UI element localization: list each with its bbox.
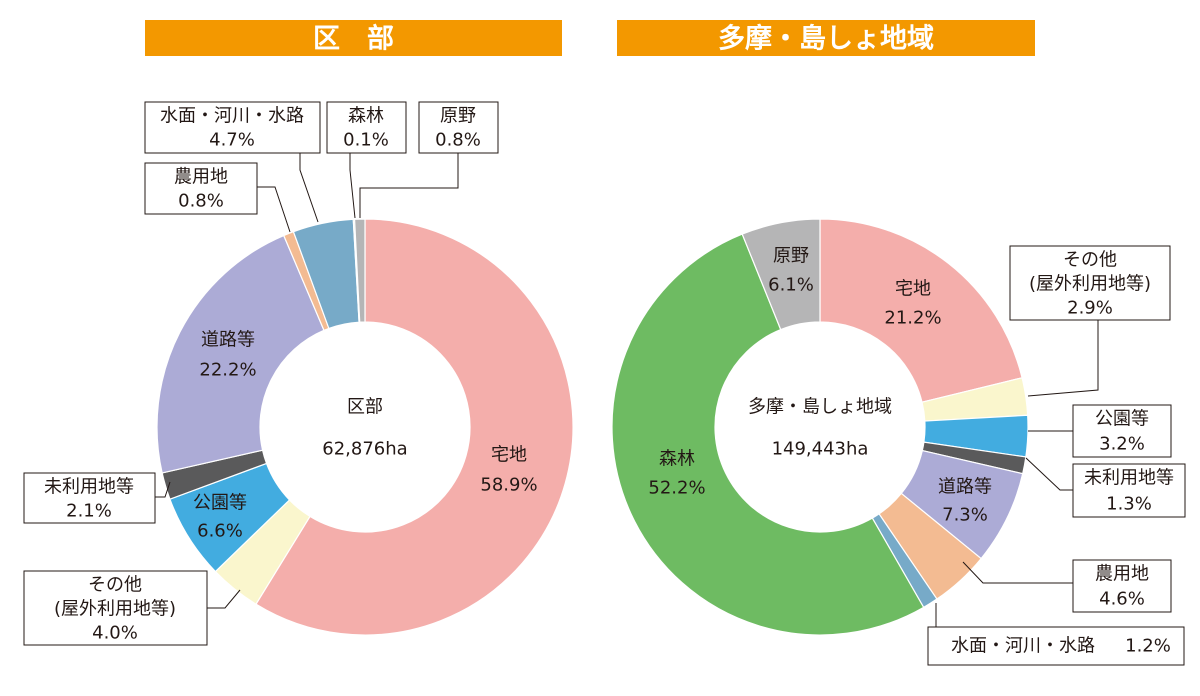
ku-leader-shinrin: [349, 153, 356, 219]
tama-label-shinrin-value: 52.2%: [648, 478, 705, 499]
ku-center-label: 区部: [347, 397, 383, 418]
ku-title-banner: [145, 20, 562, 56]
tama-callout-noyo: [1072, 559, 1172, 613]
tama-callout-miriyo: [1072, 463, 1186, 518]
ku-callout-shinrin-name: 森林: [348, 106, 384, 127]
tama-donut: [611, 218, 1029, 636]
ku-callout-suimen: [144, 101, 321, 154]
ku-callout-suimen-value: 4.7%: [209, 130, 255, 151]
ku-donut: [156, 218, 574, 636]
tama-label-doro-value: 7.3%: [942, 505, 988, 526]
tama-slice-shinrin: [611, 233, 925, 636]
ku-callout-sonota-sub: (屋外利用地等): [54, 599, 176, 620]
tama-callout-koen-name: 公園等: [1095, 409, 1149, 430]
ku-callout-sonota-value: 4.0%: [92, 623, 138, 644]
ku-callout-suimen-name: 水面・河川・水路: [160, 106, 304, 127]
ku-callout-genya-value: 0.8%: [435, 130, 481, 151]
tama-callout-sonota-value: 2.9%: [1067, 298, 1113, 319]
ku-callout-noyo-name: 農用地: [174, 167, 228, 188]
tama-callout-sonota-sub: (屋外利用地等): [1029, 274, 1151, 295]
tama-center-label: 多摩・島しょ地域: [748, 397, 892, 418]
tama-callout-noyo-value: 4.6%: [1099, 589, 1145, 610]
tama-leader-miriyo: [1025, 457, 1073, 491]
tama-callout-sonota: [1009, 245, 1171, 321]
tama-callout-suimen-value: 1.2%: [1125, 636, 1171, 657]
tama-callout-miriyo-name: 未利用地等: [1084, 468, 1174, 489]
ku-callout-shinrin: [326, 101, 407, 154]
tama-label-takuchi-name: 宅地: [895, 279, 931, 300]
ku-label-koen-name: 公園等: [193, 493, 247, 514]
tama-callout-noyo-name: 農用地: [1095, 564, 1149, 585]
ku-chart: 区 部 区部 62,876ha 宅地 58.9% 道路等 22.2% 公園等 6…: [23, 20, 574, 646]
tama-leader-sonota: [1027, 320, 1099, 397]
tama-label-takuchi-value: 21.2%: [884, 308, 941, 329]
ku-slice-takuchi: [255, 218, 574, 636]
ku-title: 区 部: [313, 23, 394, 55]
tama-leader-noyo: [962, 561, 1073, 584]
tama-title: 多摩・島しょ地域: [718, 23, 934, 55]
ku-callout-sonota-name: その他: [88, 575, 142, 596]
tama-center-value: 149,443ha: [772, 439, 869, 460]
tama-slice-takuchi: [819, 218, 1023, 403]
ku-label-doro-name: 道路等: [201, 330, 255, 351]
tama-title-banner: [617, 20, 1035, 56]
ku-leader-noyo: [257, 186, 291, 233]
ku-callout-shinrin-value: 0.1%: [343, 130, 389, 151]
ku-leader-genya: [359, 153, 459, 218]
tama-callout-suimen: [927, 626, 1185, 666]
tama-callout-koen: [1072, 404, 1172, 458]
ku-callout-miriyo-name: 未利用地等: [44, 477, 134, 498]
ku-leader-miriyo: [155, 481, 171, 498]
ku-callout-sonota: [23, 570, 208, 646]
ku-callout-genya-name: 原野: [440, 106, 476, 127]
tama-label-genya-value: 6.1%: [768, 275, 814, 296]
ku-slice-genya: [353, 218, 366, 323]
ku-label-takuchi-name: 宅地: [491, 445, 527, 466]
tama-label-genya-name: 原野: [773, 246, 809, 267]
ku-callout-miriyo: [23, 472, 156, 524]
tama-callout-sonota-name: その他: [1063, 250, 1117, 271]
tama-chart: 多摩・島しょ地域 多摩・島しょ地域 149,443ha 宅地 21.2% 原野 …: [611, 20, 1186, 666]
ku-label-doro-value: 22.2%: [199, 360, 256, 381]
ku-center-value: 62,876ha: [322, 439, 407, 460]
tama-label-doro-name: 道路等: [938, 477, 992, 498]
tama-callout-koen-value: 3.2%: [1099, 434, 1145, 455]
ku-callout-miriyo-value: 2.1%: [66, 501, 112, 522]
tama-slice-genya: [741, 218, 821, 331]
ku-label-takuchi-value: 58.9%: [480, 475, 537, 496]
ku-callout-genya: [418, 101, 499, 154]
tama-label-shinrin-name: 森林: [659, 449, 695, 470]
ku-leader-sonota: [207, 589, 241, 609]
tama-callout-suimen-name: 水面・河川・水路: [951, 636, 1095, 657]
ku-label-koen-value: 6.6%: [197, 521, 243, 542]
tama-callout-miriyo-value: 1.3%: [1106, 494, 1152, 515]
ku-callout-noyo: [144, 162, 258, 215]
ku-callout-noyo-value: 0.8%: [178, 191, 224, 212]
ku-slice-doro: [156, 234, 325, 474]
ku-leader-suimen: [299, 153, 319, 223]
